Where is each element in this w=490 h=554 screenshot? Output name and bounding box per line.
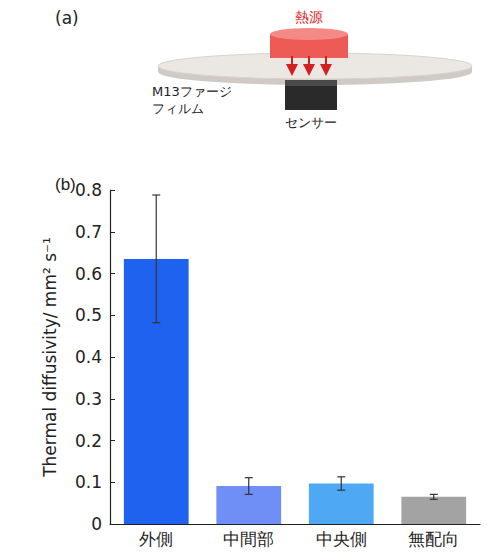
svg-text:Thermal diffusivity/ mm² s⁻¹: Thermal diffusivity/ mm² s⁻¹ [40, 237, 60, 478]
svg-text:(a): (a) [55, 8, 79, 28]
svg-text:0.3: 0.3 [75, 389, 102, 409]
svg-text:0.1: 0.1 [75, 472, 102, 492]
svg-text:0.2: 0.2 [75, 431, 102, 451]
svg-text:M13ファージ: M13ファージ [152, 84, 232, 99]
svg-text:フィルム: フィルム [152, 101, 204, 116]
svg-text:0.7: 0.7 [75, 222, 102, 242]
svg-text:センサー: センサー [285, 115, 337, 130]
svg-text:0.6: 0.6 [75, 264, 102, 284]
svg-text:無配向: 無配向 [408, 529, 459, 549]
svg-text:0.4: 0.4 [75, 347, 102, 367]
svg-text:熱源: 熱源 [295, 9, 323, 25]
svg-text:0.8: 0.8 [75, 180, 102, 200]
svg-text:0: 0 [91, 514, 102, 534]
svg-text:中間部: 中間部 [223, 529, 274, 549]
svg-text:0.5: 0.5 [75, 305, 102, 325]
svg-text:中央側: 中央側 [316, 529, 367, 549]
svg-text:外側: 外側 [139, 529, 173, 549]
svg-text:(b): (b) [55, 175, 76, 194]
